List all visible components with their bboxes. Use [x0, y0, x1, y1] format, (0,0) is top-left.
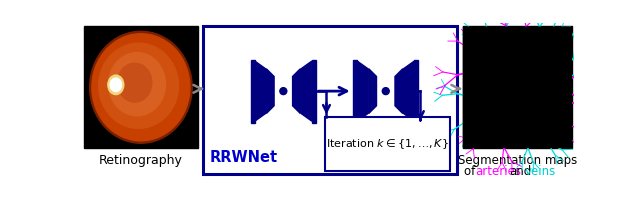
Bar: [463, 27, 572, 148]
Bar: [204, 27, 458, 174]
Text: RRWNet: RRWNet: [209, 149, 278, 164]
Ellipse shape: [108, 76, 124, 95]
Text: veins: veins: [524, 164, 556, 177]
Bar: [312, 60, 316, 123]
Polygon shape: [395, 69, 403, 114]
Ellipse shape: [99, 44, 179, 129]
Polygon shape: [292, 69, 300, 114]
Bar: [325, 118, 450, 171]
Polygon shape: [403, 62, 414, 122]
Text: Base
subnetwork: Base subnetwork: [249, 36, 318, 64]
Polygon shape: [255, 62, 266, 122]
Polygon shape: [301, 62, 312, 122]
Text: Iteration $k \in \{1,\ldots,K\}$: Iteration $k \in \{1,\ldots,K\}$: [326, 137, 449, 151]
Circle shape: [382, 88, 389, 95]
Text: Recursive
Refinement
subnetwork: Recursive Refinement subnetwork: [351, 30, 420, 73]
Ellipse shape: [109, 53, 166, 116]
Bar: [414, 60, 418, 123]
Polygon shape: [266, 69, 274, 114]
PathPatch shape: [463, 27, 572, 148]
Bar: [353, 60, 357, 123]
Ellipse shape: [118, 64, 152, 103]
Text: Retinography: Retinography: [99, 153, 183, 166]
Text: and: and: [509, 164, 531, 177]
Bar: [84, 27, 198, 148]
Text: arteries: arteries: [475, 164, 521, 177]
Ellipse shape: [110, 79, 122, 92]
Circle shape: [280, 88, 287, 95]
Text: of: of: [464, 164, 479, 177]
Polygon shape: [369, 69, 376, 114]
Text: Segmentation maps: Segmentation maps: [458, 154, 577, 167]
Ellipse shape: [92, 35, 190, 141]
Bar: [251, 60, 255, 123]
Polygon shape: [357, 62, 368, 122]
Ellipse shape: [90, 32, 192, 144]
